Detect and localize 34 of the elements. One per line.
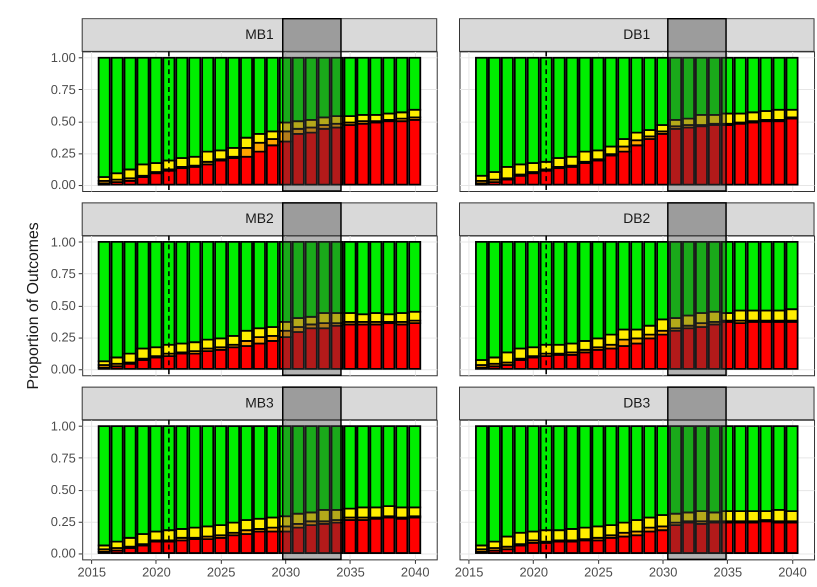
y-tick-label: 0.25	[50, 330, 76, 345]
y-tick-label: 0.25	[50, 514, 76, 529]
chart-title: MB3	[245, 394, 274, 410]
y-tick-label: 0.50	[50, 114, 76, 129]
y-axis-title: Proportion of Outcomes	[24, 222, 42, 390]
chart-title: DB1	[623, 26, 651, 42]
y-tick-label: 1.00	[50, 418, 76, 434]
x-tick-label: 2040	[778, 564, 807, 580]
y-tick-label: 1.00	[50, 50, 76, 66]
x-tick-label: 2035	[336, 564, 365, 580]
x-tick-label: 2015	[454, 564, 484, 580]
x-tick-label: 2020	[519, 564, 548, 580]
chart-title: DB3	[623, 394, 651, 410]
y-tick-label: 0.75	[50, 266, 76, 282]
x-tick-label: 2015	[77, 564, 106, 580]
y-tick-label: 0.75	[50, 82, 76, 97]
x-tick-label: 2040	[400, 564, 430, 580]
y-tick-label: 0.00	[50, 177, 76, 192]
y-tick-label: 0.00	[50, 546, 76, 561]
x-tick-label: 2020	[142, 564, 171, 580]
y-tick-label: 0.50	[50, 482, 76, 498]
x-tick-label: 2030	[648, 564, 678, 580]
y-tick-label: 0.25	[50, 145, 76, 160]
y-tick-label: 0.00	[50, 361, 76, 376]
y-tick-label: 0.75	[50, 450, 76, 466]
chart-title: DB2	[623, 210, 651, 226]
chart-title: MB1	[245, 26, 274, 42]
x-tick-label: 2035	[714, 564, 742, 580]
x-tick-label: 2025	[206, 564, 236, 580]
y-tick-label: 1.00	[50, 234, 76, 250]
y-tick-label: 0.50	[50, 298, 76, 313]
chart-title: MB2	[245, 210, 274, 226]
x-tick-label: 2030	[272, 564, 300, 580]
x-tick-label: 2025	[584, 564, 613, 580]
